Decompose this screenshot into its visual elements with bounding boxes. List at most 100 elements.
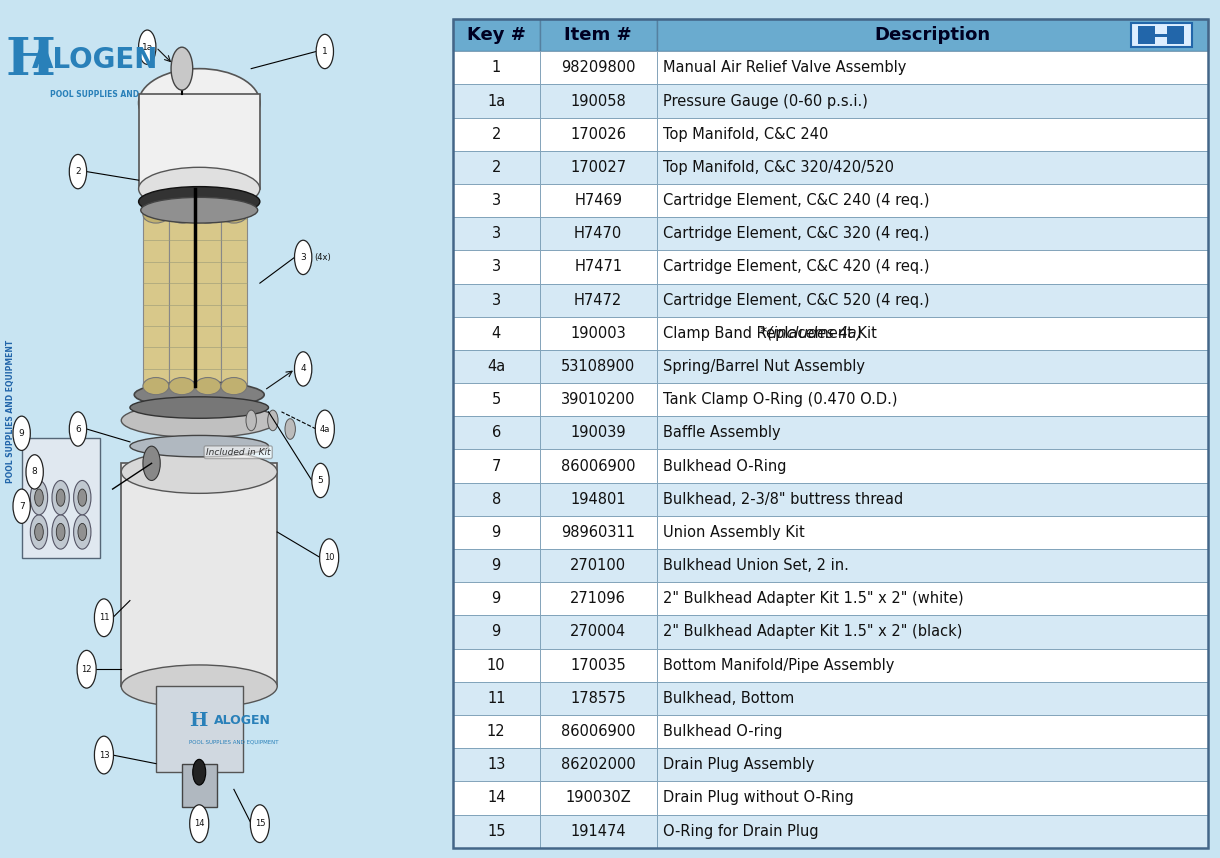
- Bar: [195, 214, 221, 386]
- Text: O-Ring for Drain Plug: O-Ring for Drain Plug: [662, 824, 819, 838]
- Bar: [1131, 23, 1192, 47]
- Text: 3: 3: [492, 193, 500, 208]
- Bar: [453, 19, 539, 51]
- Bar: [539, 682, 656, 715]
- Text: 14: 14: [194, 819, 205, 828]
- Text: 178575: 178575: [570, 691, 626, 706]
- Bar: [453, 384, 539, 416]
- Circle shape: [250, 805, 270, 843]
- Bar: [656, 217, 1208, 251]
- Bar: [539, 516, 656, 549]
- Bar: [22, 438, 100, 558]
- Text: POOL SUPPLIES AND EQUIPMENT: POOL SUPPLIES AND EQUIPMENT: [6, 341, 16, 483]
- Bar: [168, 214, 195, 386]
- Circle shape: [320, 539, 339, 577]
- Bar: [539, 483, 656, 516]
- Ellipse shape: [121, 403, 277, 438]
- Bar: [656, 184, 1208, 217]
- Bar: [539, 251, 656, 283]
- Text: 2" Bulkhead Adapter Kit 1.5" x 2" (white): 2" Bulkhead Adapter Kit 1.5" x 2" (white…: [662, 591, 964, 607]
- Text: 3: 3: [492, 227, 500, 241]
- Text: 4: 4: [300, 365, 306, 373]
- Text: Bulkhead, Bottom: Bulkhead, Bottom: [662, 691, 794, 706]
- Bar: [539, 450, 656, 483]
- Circle shape: [34, 489, 44, 506]
- Text: 3: 3: [300, 253, 306, 262]
- Text: 4a: 4a: [487, 359, 505, 374]
- Ellipse shape: [139, 187, 260, 216]
- Bar: [453, 184, 539, 217]
- Circle shape: [77, 650, 96, 688]
- Bar: [656, 782, 1208, 814]
- Bar: [539, 283, 656, 317]
- Text: Cartridge Element, C&C 240 (4 req.): Cartridge Element, C&C 240 (4 req.): [662, 193, 930, 208]
- Text: 5: 5: [492, 392, 501, 408]
- Circle shape: [73, 480, 92, 515]
- Ellipse shape: [121, 665, 277, 708]
- Bar: [656, 416, 1208, 450]
- Circle shape: [294, 352, 312, 386]
- Ellipse shape: [140, 197, 257, 223]
- Bar: [539, 649, 656, 682]
- Text: Cartridge Element, C&C 320 (4 req.): Cartridge Element, C&C 320 (4 req.): [662, 227, 930, 241]
- Circle shape: [285, 419, 295, 439]
- Circle shape: [78, 489, 87, 506]
- Bar: [221, 214, 246, 386]
- Bar: [656, 151, 1208, 184]
- Text: H7469: H7469: [575, 193, 622, 208]
- Circle shape: [30, 480, 48, 515]
- Circle shape: [78, 523, 87, 541]
- Text: 2: 2: [492, 127, 501, 142]
- Bar: [656, 283, 1208, 317]
- Text: (4x): (4x): [314, 253, 331, 262]
- Bar: [539, 748, 656, 782]
- Bar: [539, 317, 656, 350]
- Text: 7: 7: [18, 502, 24, 511]
- Text: 194801: 194801: [571, 492, 626, 507]
- Bar: [656, 51, 1208, 84]
- Text: 13: 13: [487, 758, 505, 772]
- Text: 15: 15: [487, 824, 505, 838]
- Bar: [453, 283, 539, 317]
- Circle shape: [139, 30, 156, 64]
- Text: 190039: 190039: [571, 426, 626, 440]
- Ellipse shape: [139, 69, 260, 137]
- Circle shape: [315, 410, 334, 448]
- Bar: [656, 19, 1208, 51]
- Text: 9: 9: [492, 558, 501, 573]
- Text: 270100: 270100: [570, 558, 626, 573]
- Text: 2" Bulkhead Adapter Kit 1.5" x 2" (black): 2" Bulkhead Adapter Kit 1.5" x 2" (black…: [662, 625, 963, 639]
- Bar: [539, 118, 656, 151]
- Circle shape: [73, 515, 92, 549]
- Circle shape: [26, 455, 44, 489]
- Ellipse shape: [129, 435, 268, 456]
- Bar: [539, 814, 656, 848]
- Text: POOL SUPPLIES AND EQUIPMENT: POOL SUPPLIES AND EQUIPMENT: [50, 90, 193, 99]
- Text: Drain Plug without O-Ring: Drain Plug without O-Ring: [662, 790, 854, 806]
- Text: 190030Z: 190030Z: [565, 790, 631, 806]
- Ellipse shape: [168, 206, 195, 223]
- Text: 9: 9: [492, 591, 501, 607]
- Bar: [156, 686, 243, 772]
- Text: H7470: H7470: [575, 227, 622, 241]
- Bar: [121, 463, 277, 686]
- Text: Bulkhead Union Set, 2 in.: Bulkhead Union Set, 2 in.: [662, 558, 849, 573]
- Bar: [453, 583, 539, 615]
- Text: Bulkhead, 2-3/8" buttress thread: Bulkhead, 2-3/8" buttress thread: [662, 492, 903, 507]
- Bar: [656, 483, 1208, 516]
- Circle shape: [171, 47, 193, 90]
- Circle shape: [70, 412, 87, 446]
- Text: 4: 4: [492, 326, 501, 341]
- Bar: [539, 583, 656, 615]
- Circle shape: [94, 599, 113, 637]
- Text: Spring/Barrel Nut Assembly: Spring/Barrel Nut Assembly: [662, 359, 865, 374]
- Text: 86006900: 86006900: [561, 458, 636, 474]
- Text: 53108900: 53108900: [561, 359, 636, 374]
- Text: Manual Air Relief Valve Assembly: Manual Air Relief Valve Assembly: [662, 60, 906, 76]
- Circle shape: [246, 410, 256, 431]
- Bar: [453, 151, 539, 184]
- Text: 8: 8: [492, 492, 501, 507]
- Text: 13: 13: [99, 751, 110, 759]
- Text: 8: 8: [32, 468, 38, 476]
- Circle shape: [316, 34, 333, 69]
